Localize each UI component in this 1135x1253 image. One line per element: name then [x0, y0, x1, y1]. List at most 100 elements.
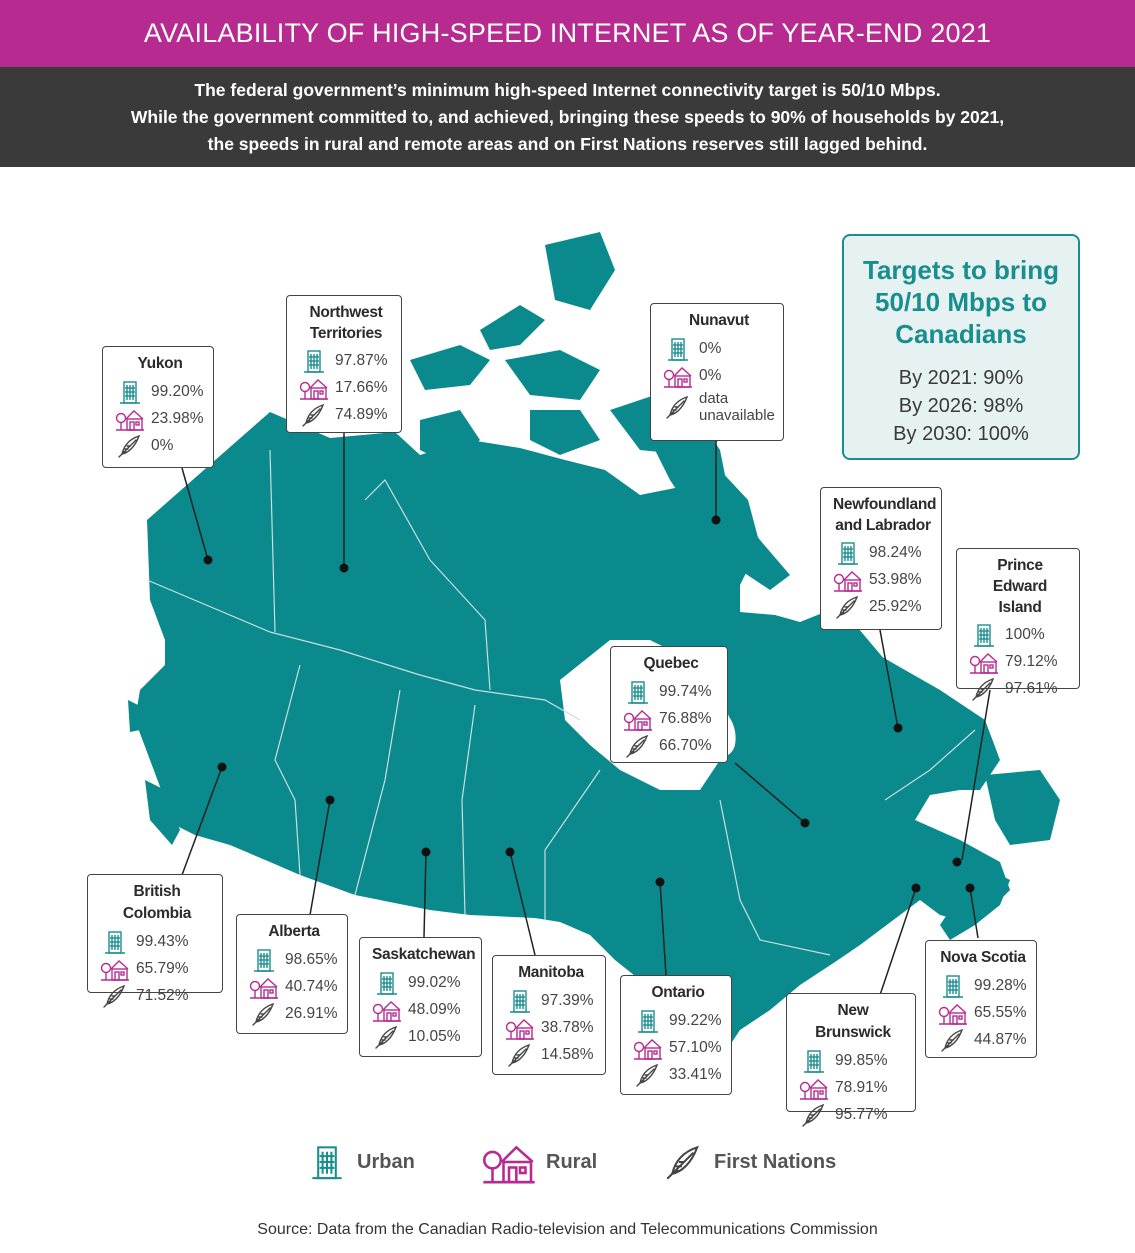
- rural-icon: [481, 1145, 537, 1184]
- subtitle-band: The federal government’s minimum high-sp…: [0, 67, 1135, 167]
- urban-icon: [372, 971, 402, 995]
- urban-value: 98.24%: [869, 543, 922, 561]
- urban-icon: [633, 1009, 663, 1033]
- callout-new-brunswick: New Brunswick 99.85% 78.91% 95.77%: [786, 993, 916, 1112]
- callout-newfoundland-labrador: Newfoundland and Labrador 98.24% 53.98% …: [820, 487, 942, 630]
- province-name: Newfoundland and Labrador: [833, 494, 936, 536]
- feather-icon: [938, 1028, 968, 1052]
- arctic-island: [530, 410, 600, 455]
- first-nations-value: 0%: [151, 436, 174, 454]
- rural-icon: [249, 975, 279, 999]
- first-nations-value: 74.89%: [335, 405, 388, 423]
- rural-icon: [633, 1036, 663, 1060]
- urban-value: 99.02%: [408, 973, 461, 991]
- rural-value: 0%: [699, 366, 722, 384]
- urban-icon: [799, 1049, 829, 1073]
- urban-icon: [969, 623, 999, 647]
- vancouver-island: [145, 780, 180, 845]
- first-nations-value: 10.05%: [408, 1027, 461, 1045]
- feather-icon: [799, 1103, 829, 1127]
- rural-value: 38.78%: [541, 1018, 594, 1036]
- first-nations-value: 66.70%: [659, 736, 712, 754]
- callout-alberta: Alberta 98.65% 40.74% 26.91%: [236, 914, 348, 1034]
- targets-title-line: Canadians: [895, 319, 1027, 349]
- rural-value: 78.91%: [835, 1078, 888, 1096]
- urban-icon: [115, 380, 145, 404]
- rural-value: 76.88%: [659, 709, 712, 727]
- urban-value: 100%: [1005, 625, 1045, 643]
- urban-icon: [663, 337, 693, 361]
- feather-icon: [833, 595, 863, 619]
- urban-value: 99.20%: [151, 382, 204, 400]
- rural-icon: [623, 707, 653, 731]
- labrador-coast: [820, 640, 1000, 790]
- legend: Urban Rural First Nations: [0, 1140, 1135, 1200]
- feather-icon: [969, 677, 999, 701]
- urban-icon: [938, 974, 968, 998]
- subtitle-line: The federal government’s minimum high-sp…: [194, 79, 941, 100]
- urban-value: 99.22%: [669, 1011, 722, 1029]
- first-nations-value: 33.41%: [669, 1065, 722, 1083]
- rural-value: 40.74%: [285, 977, 338, 995]
- feather-icon: [249, 1002, 279, 1026]
- province-name: Manitoba: [518, 964, 584, 981]
- feather-icon: [115, 434, 145, 458]
- rural-value: 65.79%: [136, 959, 189, 977]
- rural-icon: [799, 1076, 829, 1100]
- value-line: data: [699, 390, 729, 407]
- target-2021: By 2021: 90%: [898, 367, 1024, 389]
- legend-rural: Rural: [480, 1140, 597, 1184]
- rural-value: 53.98%: [869, 570, 922, 588]
- rural-icon: [100, 957, 130, 981]
- first-nations-value: 25.92%: [869, 597, 922, 615]
- feather-icon: [505, 1043, 535, 1067]
- nova-scotia-shape: [940, 870, 1010, 940]
- urban-icon: [249, 948, 279, 972]
- legend-label: Urban: [357, 1150, 415, 1173]
- first-nations-value: 14.58%: [541, 1045, 594, 1063]
- rural-value: 23.98%: [151, 409, 204, 427]
- province-name: Ontario: [651, 984, 705, 1001]
- urban-value: 97.87%: [335, 351, 388, 369]
- rural-icon: [969, 650, 999, 674]
- callout-yukon: Yukon 99.20% 23.98% 0%: [102, 346, 214, 468]
- target-2030: By 2030: 100%: [893, 423, 1029, 445]
- arctic-island: [410, 345, 490, 390]
- province-name-line: Island: [998, 599, 1042, 616]
- province-name-line: Territories: [309, 325, 383, 342]
- targets-title-line: 50/10 Mbps to: [875, 287, 1047, 317]
- province-name: Alberta: [268, 923, 320, 940]
- newfoundland-island: [985, 770, 1060, 845]
- baffin-island: [650, 420, 790, 590]
- urban-value: 99.43%: [136, 932, 189, 950]
- province-name: New Brunswick: [815, 1002, 891, 1041]
- urban-value: 0%: [699, 339, 722, 357]
- province-name: Prince Edward Island: [969, 555, 1071, 618]
- province-name: Yukon: [137, 355, 183, 372]
- source-note: Source: Data from the Canadian Radio-tel…: [257, 1221, 878, 1238]
- legend-label: First Nations: [714, 1150, 837, 1173]
- first-nations-value: data unavailable: [699, 390, 775, 424]
- urban-value: 99.28%: [974, 976, 1027, 994]
- province-name: Nova Scotia: [940, 949, 1026, 966]
- leader-lines: [181, 432, 991, 996]
- urban-icon: [505, 989, 535, 1013]
- rural-value: 57.10%: [669, 1038, 722, 1056]
- callout-ontario: Ontario 99.22% 57.10% 33.41%: [620, 975, 732, 1095]
- legend-first-nations: First Nations: [662, 1140, 836, 1184]
- urban-icon: [623, 680, 653, 704]
- rural-icon: [833, 568, 863, 592]
- urban-value: 99.85%: [835, 1051, 888, 1069]
- arctic-island: [505, 350, 600, 400]
- feather-icon: [623, 734, 653, 758]
- urban-icon: [299, 349, 329, 373]
- urban-icon: [311, 1146, 343, 1180]
- first-nations-value: 26.91%: [285, 1004, 338, 1022]
- urban-value: 98.65%: [285, 950, 338, 968]
- urban-value: 97.39%: [541, 991, 594, 1009]
- value-line: unavailable: [699, 407, 775, 424]
- subtitle-line: While the government committed to, and a…: [130, 106, 1005, 127]
- urban-icon: [833, 541, 863, 565]
- province-name: Northwest Territories: [299, 302, 393, 344]
- first-nations-value: 44.87%: [974, 1030, 1027, 1048]
